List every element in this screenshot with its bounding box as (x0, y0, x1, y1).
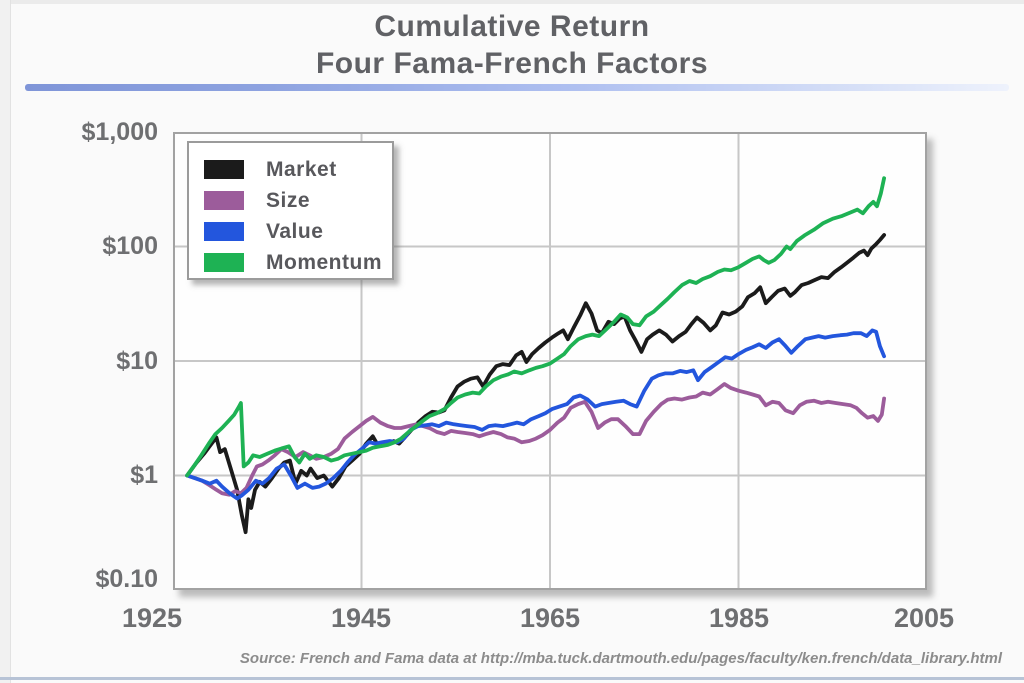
y-tick-1000: $1,000 (81, 118, 158, 146)
title-divider-rule (25, 84, 1009, 91)
value-swatch (204, 222, 244, 241)
legend-item-momentum: Momentum (204, 247, 392, 278)
legend-label-market: Market (266, 157, 337, 181)
x-tick-2005: 2005 (893, 603, 955, 633)
y-tick-1: $1 (130, 461, 158, 489)
slide-left-edge (0, 0, 11, 683)
legend-label-size: Size (266, 188, 311, 212)
title-line-1: Cumulative Return (374, 10, 650, 43)
series-line-momentum (185, 176, 886, 478)
momentum-swatch (204, 253, 244, 272)
title-line-2: Four Fama-French Factors (315, 47, 709, 80)
legend-box: Market Size Value Momentum (187, 141, 394, 280)
legend-item-market: Market (204, 154, 392, 185)
slide-bottom-edge (0, 677, 1024, 680)
x-tick-1925: 1925 (121, 603, 183, 633)
chart-title: Cumulative Return Four Fama-French Facto… (0, 8, 1024, 82)
y-tick-10: $10 (116, 347, 158, 375)
series-line-value (185, 328, 886, 501)
legend-item-value: Value (204, 216, 392, 247)
plot-frame (173, 132, 927, 590)
y-tick-100: $100 (102, 232, 158, 260)
legend-label-value: Value (266, 219, 324, 243)
x-tick-1945: 1945 (330, 603, 392, 633)
slide-top-edge (0, 0, 1024, 4)
x-tick-1965: 1965 (519, 603, 581, 633)
market-swatch (204, 160, 244, 179)
y-tick-010: $0.10 (95, 565, 158, 593)
series-line-market (185, 233, 886, 535)
source-citation: Source: French and Fama data at http://m… (239, 650, 1002, 667)
legend-label-momentum: Momentum (266, 250, 382, 274)
x-tick-1985: 1985 (708, 603, 770, 633)
size-swatch (204, 191, 244, 210)
series-line-size (185, 382, 886, 497)
plot-area (173, 132, 927, 590)
legend-item-size: Size (204, 185, 392, 216)
